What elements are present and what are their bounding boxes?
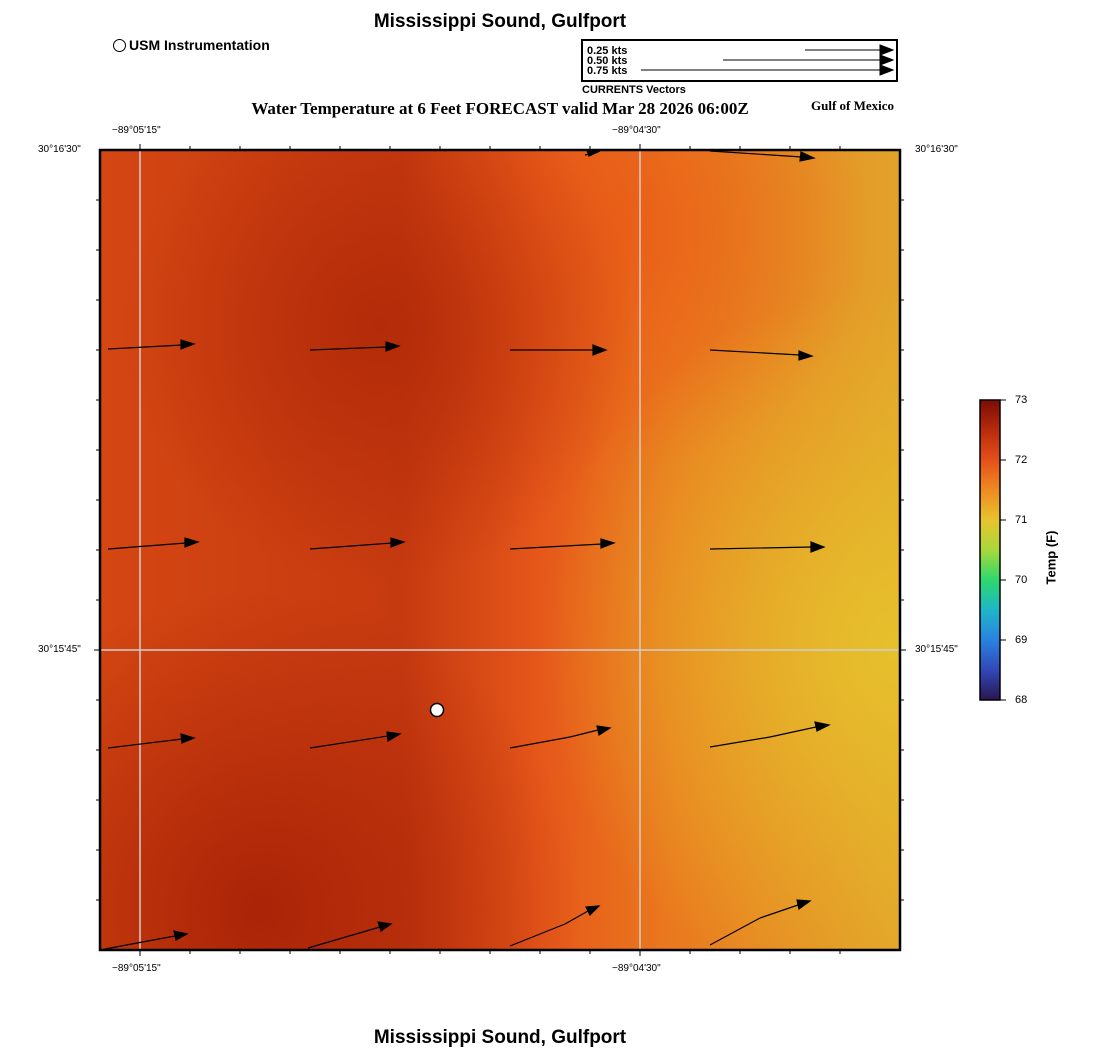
vector-key-label-2: 0.50 kts [587,55,628,67]
colorbar-tick-68: 68 [1015,694,1028,706]
usm-instrumentation-legend: USM Instrumentation [113,37,270,53]
vector-key-caption: CURRENTS Vectors [582,84,686,96]
current-vector [107,542,187,550]
current-vectors [104,149,831,950]
vector-key-arrows [641,44,895,76]
current-vector [107,344,183,350]
map-title: Mississippi Sound, Gulfport [373,11,627,32]
station-circle-icon [113,38,126,52]
map-ticks [94,144,906,956]
current-vector [709,917,761,946]
current-vector [709,546,813,550]
current-vector [509,543,603,550]
current-vector [509,736,571,749]
usm-station-marker[interactable] [429,702,445,718]
lon-label-top-2: −89°04'30" [612,125,661,136]
current-vector [709,150,803,158]
current-vector [709,736,771,748]
colorbar-tick-73: 73 [1015,394,1028,406]
current-vector [104,935,176,950]
lon-label-bottom-1: −89°05'15" [112,963,161,974]
lon-label-bottom-2: −89°04'30" [612,963,661,974]
legend-label: USM Instrumentation [129,37,270,53]
colorbar-title: Temp (F) [1043,530,1059,585]
current-vector [309,346,388,351]
forecast-title: Water Temperature at 6 Feet FORECAST val… [251,99,749,118]
current-vector [509,923,566,947]
temperature-colorbar [979,399,1006,701]
colorbar-tick-70: 70 [1015,574,1028,586]
lon-label-top-1: −89°05'15" [112,125,161,136]
lat-label-right-2: 30°15'45" [915,644,958,655]
vector-key-label-1: 0.25 kts [587,45,628,57]
current-vector [307,926,381,949]
colorbar-tick-69: 69 [1015,634,1028,646]
lat-label-left-2: 30°15'45" [38,644,81,655]
footer-title: Mississippi Sound, Gulfport [373,1027,627,1048]
temperature-map[interactable] [90,140,910,960]
colorbar-tick-72: 72 [1015,454,1028,466]
colorbar-tick-71: 71 [1015,514,1028,526]
current-vector-key: 0.25 kts 0.50 kts 0.75 kts [581,39,898,82]
current-vector [107,738,183,749]
graticule [100,150,900,950]
lat-label-right-1: 30°16'30" [915,144,958,155]
current-vector [309,735,389,749]
current-vector [709,349,801,356]
region-label: Gulf of Mexico [811,98,895,113]
vector-key-label-3: 0.75 kts [587,65,628,77]
lat-label-left-1: 30°16'30" [38,144,81,155]
current-vector [309,542,393,550]
